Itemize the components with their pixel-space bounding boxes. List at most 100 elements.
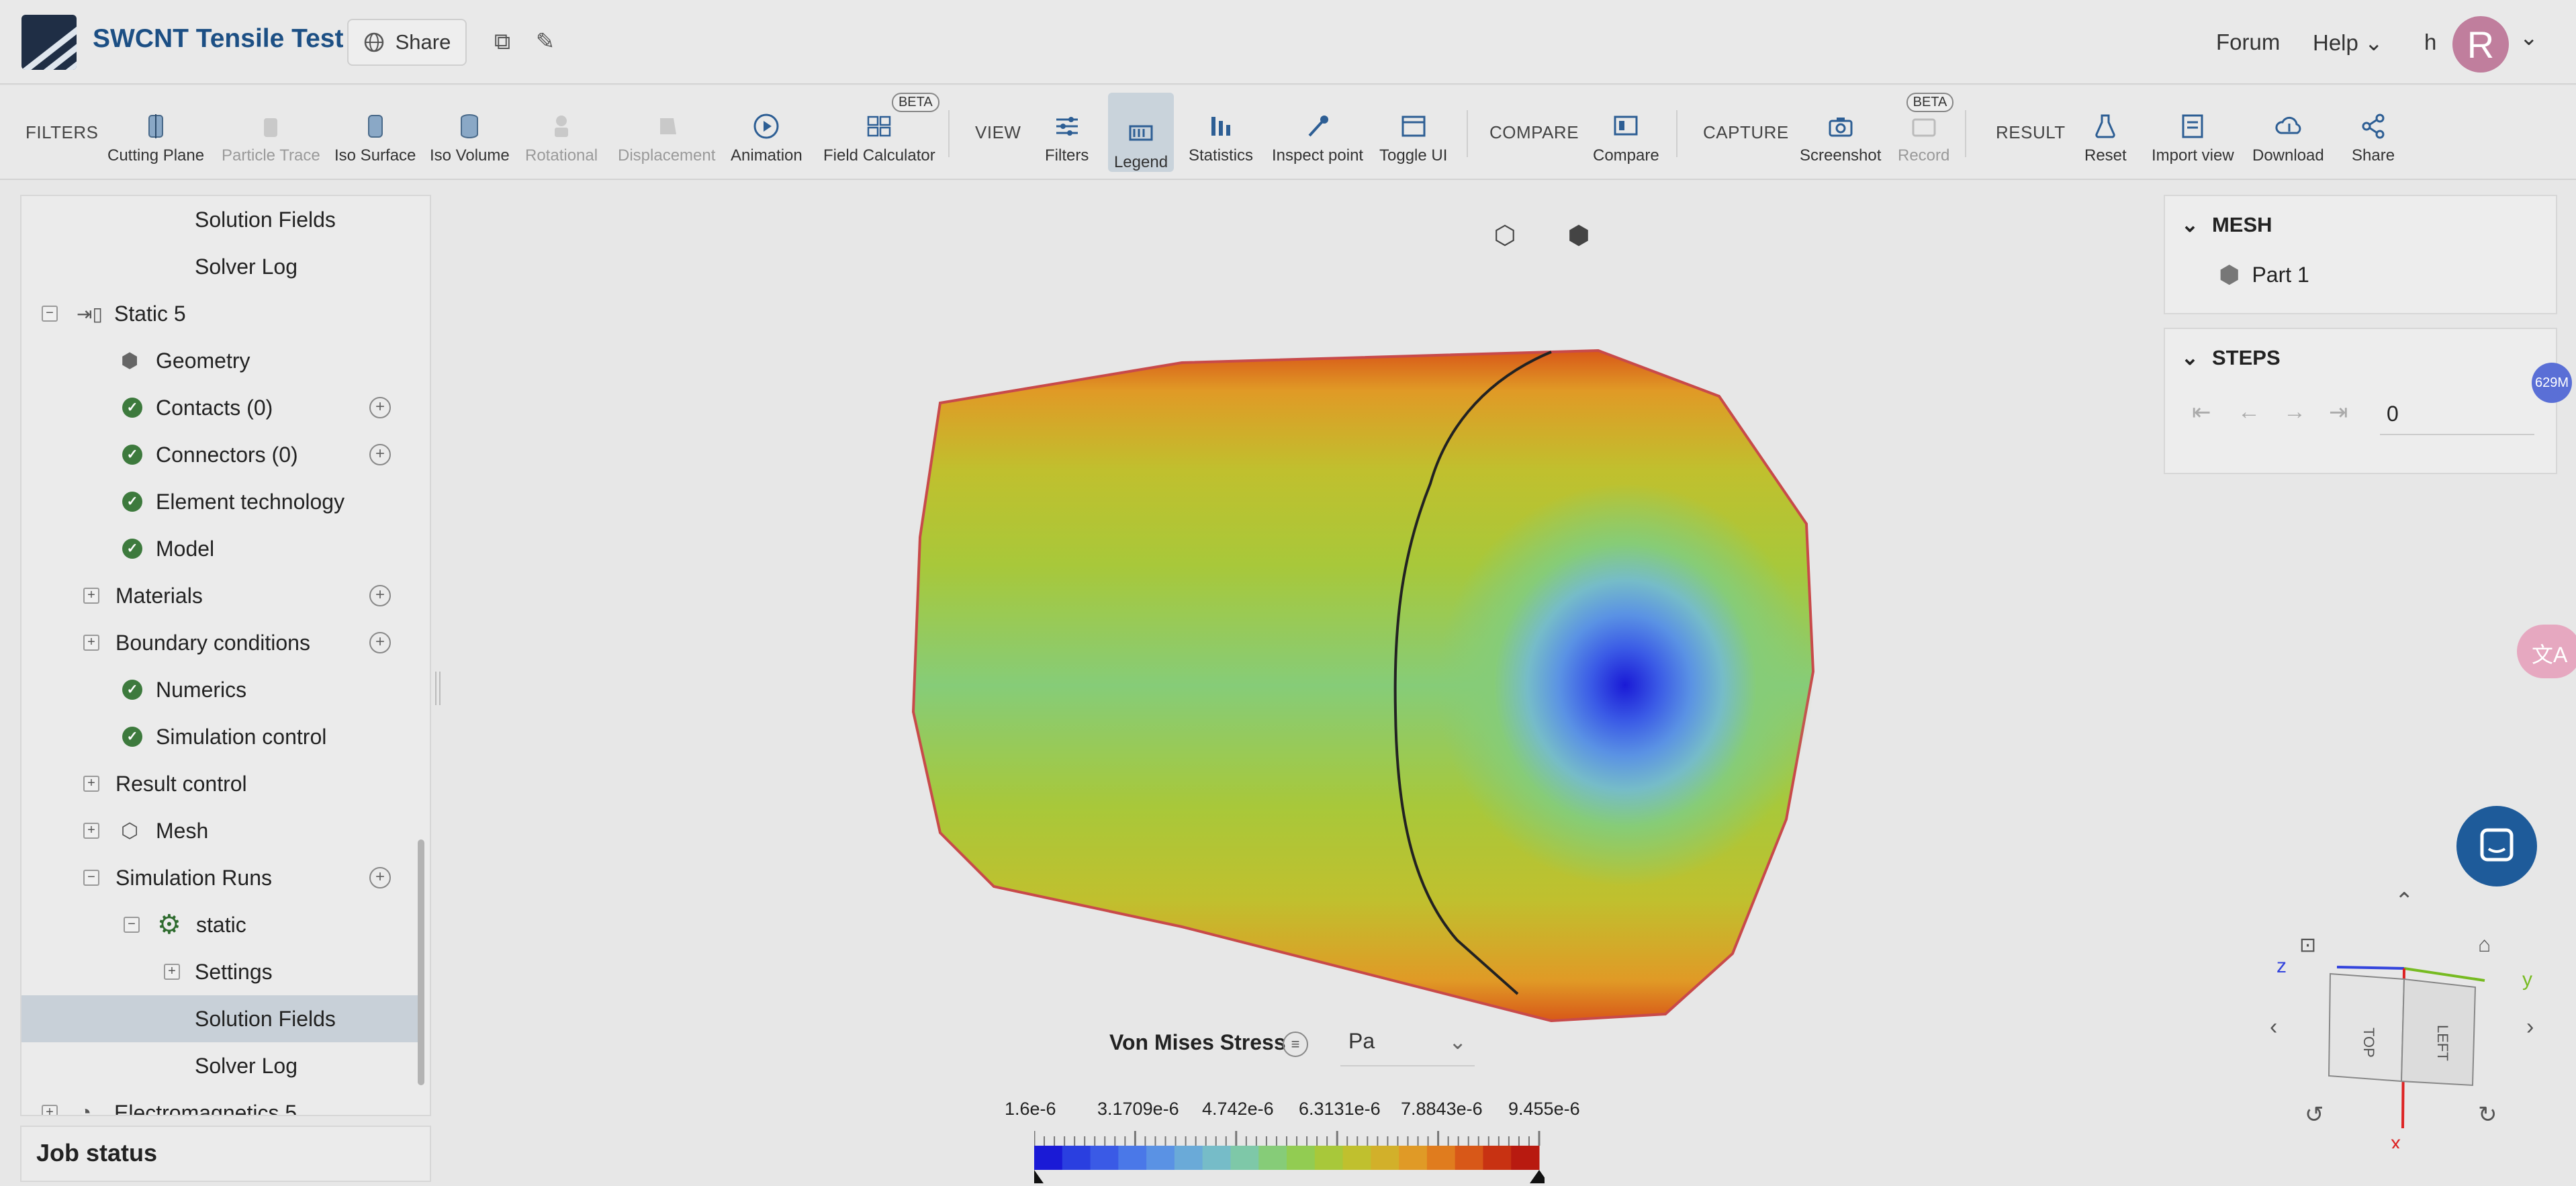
stress-contour-viewport[interactable]: [779, 336, 1827, 1034]
tree-item-numerics[interactable]: ✓ Numerics: [21, 666, 419, 713]
record-icon: [1911, 113, 1937, 140]
tree-item-label: Solution Fields: [195, 1006, 336, 1031]
collapse-icon[interactable]: −: [83, 870, 99, 886]
record-button[interactable]: Record BETA: [1898, 93, 1954, 165]
statistics-button[interactable]: Statistics: [1189, 103, 1253, 165]
tree-item-solution-fields[interactable]: Solution Fields: [21, 196, 419, 243]
expand-icon[interactable]: +: [83, 588, 99, 604]
expand-icon[interactable]: +: [164, 964, 180, 980]
job-status-panel[interactable]: Job status: [20, 1126, 431, 1182]
cutting-plane-button[interactable]: Cutting Plane: [107, 103, 204, 165]
share-result-button[interactable]: Share: [2352, 103, 2395, 165]
expand-icon[interactable]: +: [42, 1105, 58, 1115]
beta-badge: BETA: [891, 93, 939, 112]
geometry-icon: ⬢: [121, 349, 139, 372]
prev-step-icon[interactable]: ←: [2238, 399, 2260, 424]
tree-item-simulation-control[interactable]: ✓ Simulation control: [21, 713, 419, 760]
tree-item-solver-log[interactable]: Solver Log: [21, 1042, 419, 1089]
camera-view-icon[interactable]: ⊡: [2299, 934, 2317, 956]
add-icon[interactable]: +: [369, 585, 391, 606]
collapse-icon[interactable]: −: [124, 917, 140, 933]
rotate-right-arrow-icon[interactable]: ›: [2526, 1014, 2534, 1040]
tree-item-materials[interactable]: + Materials +: [21, 572, 419, 619]
mesh-panel-header[interactable]: ⌄ MESH: [2165, 196, 2556, 254]
tree-item-simulation-runs[interactable]: − Simulation Runs +: [21, 854, 419, 901]
wireframe-cube-icon[interactable]: ⬡: [1493, 222, 1516, 250]
orientation-cube[interactable]: TOP LEFT z y x: [2270, 947, 2552, 1148]
project-title[interactable]: SWCNT Tensile Test: [93, 24, 344, 53]
download-button[interactable]: Download: [2252, 103, 2324, 165]
user-menu-chevron-icon[interactable]: ⌄: [2520, 25, 2538, 50]
tree-item-solver-log[interactable]: Solver Log: [21, 243, 419, 290]
tree-item-boundary-conditions[interactable]: + Boundary conditions +: [21, 619, 419, 666]
iso-volume-button[interactable]: Iso Volume: [430, 103, 510, 165]
avatar[interactable]: R: [2452, 16, 2509, 73]
add-icon[interactable]: +: [369, 444, 391, 465]
pencil-icon[interactable]: ✎: [535, 29, 555, 54]
app-logo[interactable]: [21, 15, 77, 70]
translate-widget[interactable]: 文A: [2517, 625, 2576, 678]
range-handle[interactable]: [1034, 1170, 1044, 1183]
particle-trace-button[interactable]: Particle Trace: [222, 103, 320, 165]
calculator-icon: [866, 113, 892, 140]
last-step-icon[interactable]: ⇥: [2329, 400, 2348, 425]
tree-item-static-run[interactable]: − ⚙ static: [21, 901, 419, 948]
toggle-ui-button[interactable]: Toggle UI: [1379, 103, 1447, 165]
home-icon[interactable]: ⌂: [2478, 932, 2491, 956]
unit-select[interactable]: Pa ⌄: [1340, 1021, 1475, 1066]
tree-item-electromagnetics-5[interactable]: + ◔ Electromagnetics 5: [21, 1089, 419, 1115]
filters-toggle-button[interactable]: Filters: [1045, 103, 1089, 165]
next-step-icon[interactable]: →: [2283, 399, 2306, 424]
help-menu[interactable]: Help ⌄: [2313, 30, 2383, 56]
compare-button[interactable]: Compare: [1593, 103, 1659, 165]
rotate-left-arrow-icon[interactable]: ‹: [2270, 1014, 2278, 1040]
tree-item-contacts[interactable]: ✓ Contacts (0) +: [21, 384, 419, 431]
legend-button[interactable]: Legend: [1108, 93, 1174, 172]
tree-item-element-technology[interactable]: ✓ Element technology: [21, 478, 419, 525]
range-handle[interactable]: [1530, 1170, 1545, 1183]
expand-icon[interactable]: +: [83, 776, 99, 792]
tree-item-geometry[interactable]: ⬢ Geometry: [21, 337, 419, 384]
window-icon: [1400, 113, 1427, 140]
share-button[interactable]: Share: [347, 19, 467, 66]
legend-menu-icon[interactable]: ≡: [1283, 1032, 1308, 1057]
tree-item-solution-fields-selected[interactable]: Solution Fields: [21, 995, 419, 1042]
axis-x-label: x: [2391, 1132, 2401, 1148]
tree-scrollbar[interactable]: [418, 839, 424, 1085]
add-icon[interactable]: +: [369, 867, 391, 888]
step-input[interactable]: 0: [2380, 396, 2534, 435]
steps-panel-header[interactable]: ⌄ STEPS: [2165, 329, 2556, 387]
part-1-item[interactable]: ⬢ Part 1: [2219, 261, 2309, 289]
displacement-button[interactable]: Displacement: [618, 103, 715, 165]
iso-surface-button[interactable]: Iso Surface: [334, 103, 416, 165]
chevron-up-icon[interactable]: ⌃: [2395, 888, 2414, 914]
legend-tick-label: 4.742e-6: [1202, 1099, 1274, 1119]
screenshot-button[interactable]: Screenshot: [1800, 103, 1881, 165]
panel-resize-handle[interactable]: [435, 672, 441, 705]
chat-button[interactable]: [2456, 806, 2537, 886]
tree-item-model[interactable]: ✓ Model: [21, 525, 419, 572]
animation-button[interactable]: Animation: [731, 103, 802, 165]
forum-link[interactable]: Forum: [2216, 30, 2281, 54]
collapse-icon[interactable]: −: [42, 306, 58, 322]
reset-button[interactable]: Reset: [2084, 103, 2127, 165]
import-view-button[interactable]: Import view: [2152, 103, 2234, 165]
copy-icon[interactable]: ⧉: [494, 29, 511, 54]
expand-icon[interactable]: +: [83, 823, 99, 839]
rotational-button[interactable]: Rotational: [525, 103, 598, 165]
expand-icon[interactable]: +: [83, 635, 99, 651]
tree-item-static-5[interactable]: − ⇥▯ Static 5: [21, 290, 419, 337]
field-calculator-button[interactable]: Field Calculator BETA: [823, 93, 939, 165]
memory-badge[interactable]: 629M: [2532, 363, 2572, 403]
tree-item-mesh[interactable]: + ⬡ Mesh: [21, 807, 419, 854]
roll-right-icon[interactable]: ↻: [2478, 1102, 2497, 1128]
roll-left-icon[interactable]: ↺: [2305, 1102, 2324, 1128]
add-icon[interactable]: +: [369, 632, 391, 653]
solid-cube-icon[interactable]: ⬢: [1567, 222, 1590, 250]
tree-item-connectors[interactable]: ✓ Connectors (0) +: [21, 431, 419, 478]
tree-item-result-control[interactable]: + Result control: [21, 760, 419, 807]
tree-item-settings[interactable]: + Settings: [21, 948, 419, 995]
inspect-point-button[interactable]: Inspect point: [1272, 103, 1363, 165]
add-icon[interactable]: +: [369, 397, 391, 418]
first-step-icon[interactable]: ⇤: [2192, 400, 2211, 425]
